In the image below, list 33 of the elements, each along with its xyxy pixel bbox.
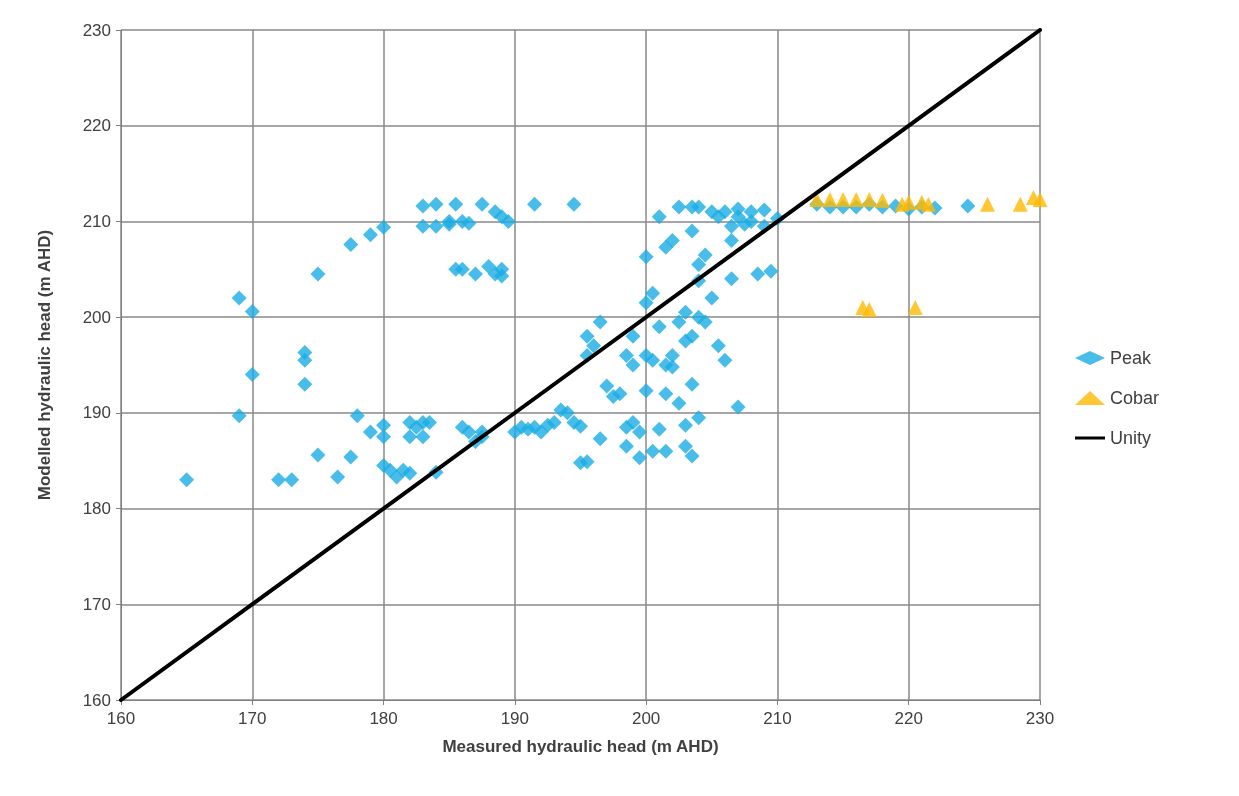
x-tick-label: 190	[500, 709, 530, 728]
x-axis-title: Measured hydraulic head (m AHD)	[442, 737, 719, 756]
y-tick-label: 190	[82, 403, 111, 423]
point	[1012, 196, 1028, 212]
point	[874, 192, 890, 208]
point	[1032, 191, 1048, 207]
legend-label: Peak	[1110, 348, 1153, 368]
y-axis-title: Modelled hydraulic head (m AHD)	[35, 229, 54, 501]
y-tick-label: 160	[82, 690, 111, 710]
y-tick-label: 170	[82, 594, 111, 614]
x-tick-label: 200	[631, 709, 661, 728]
x-tick-label: 180	[369, 709, 398, 728]
point	[822, 191, 838, 207]
x-tick-label: 230	[1025, 709, 1055, 728]
y-tick-label: 180	[82, 499, 111, 519]
point	[861, 191, 877, 207]
x-tick-label: 170	[238, 709, 267, 728]
x-tick-label: 220	[894, 709, 923, 728]
x-tick-label: 210	[763, 709, 792, 728]
y-tick-label: 210	[82, 211, 111, 231]
x-tick-label: 160	[106, 709, 136, 728]
point	[920, 196, 936, 212]
legend-label: Unity	[1110, 428, 1152, 448]
point	[979, 196, 995, 212]
point	[861, 301, 877, 317]
y-tick-label: 200	[82, 307, 111, 327]
point	[848, 191, 864, 207]
point	[901, 194, 917, 210]
point	[907, 300, 923, 316]
legend-label: Cobar	[1110, 388, 1160, 408]
y-tick-label: 230	[82, 20, 111, 40]
y-tick-label: 220	[82, 116, 111, 136]
point	[835, 191, 851, 207]
